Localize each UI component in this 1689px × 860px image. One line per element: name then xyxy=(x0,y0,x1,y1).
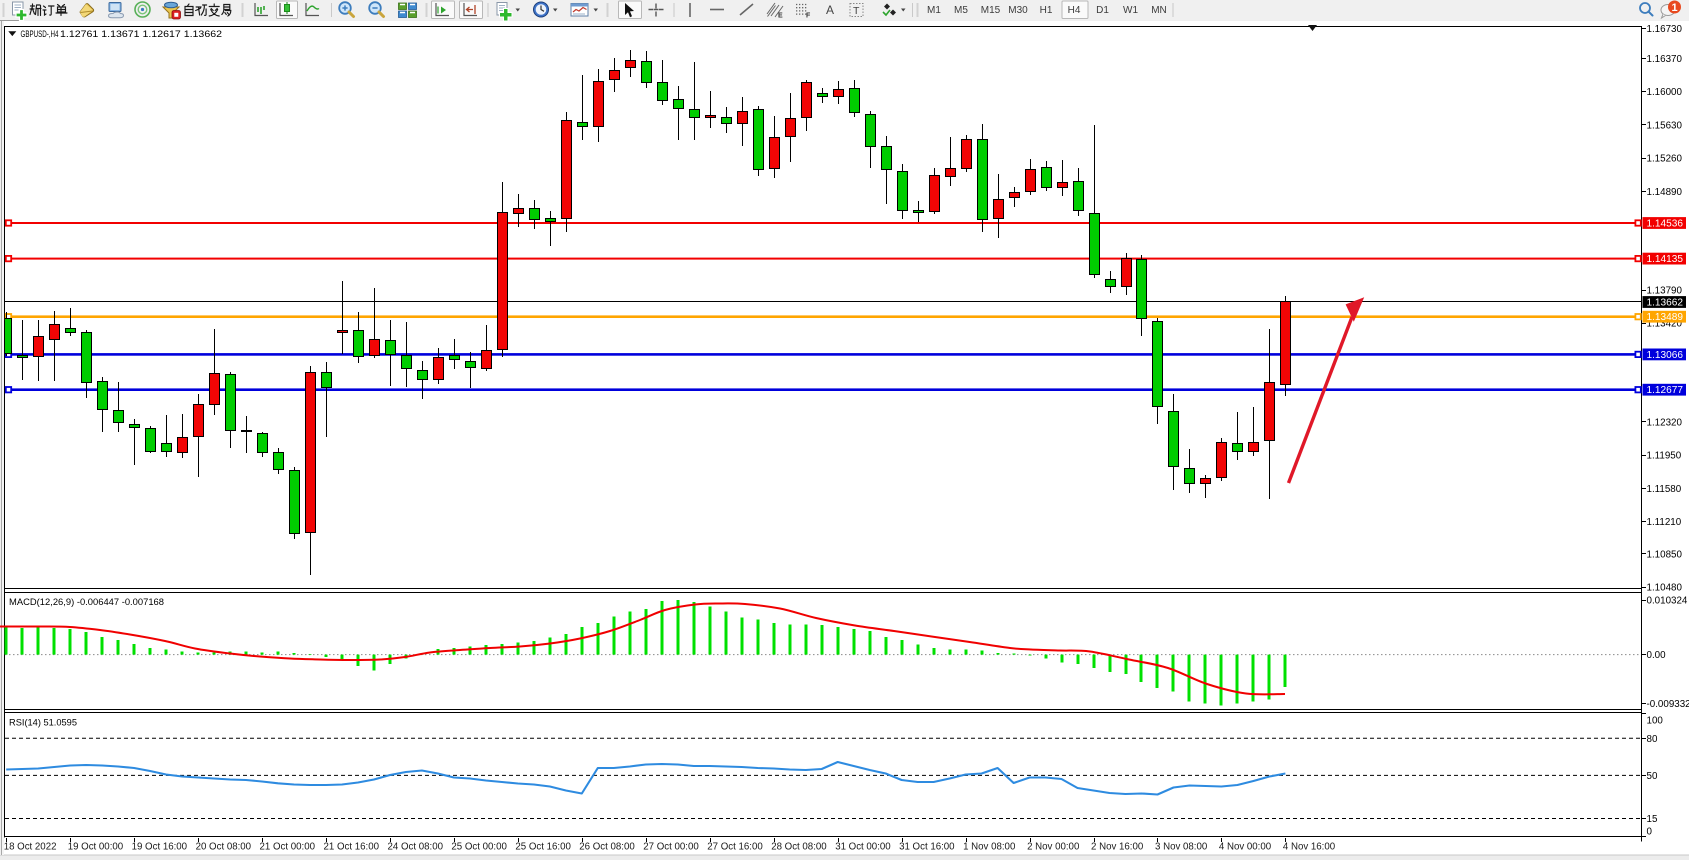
svg-text:1 Nov 08:00: 1 Nov 08:00 xyxy=(963,841,1016,852)
svg-text:0.010324: 0.010324 xyxy=(1647,596,1688,607)
svg-text:2 Nov 00:00: 2 Nov 00:00 xyxy=(1027,841,1080,852)
svg-text:H4: H4 xyxy=(1068,5,1081,16)
svg-text:3 Nov 08:00: 3 Nov 08:00 xyxy=(1155,841,1208,852)
svg-text:1.11210: 1.11210 xyxy=(1647,517,1682,528)
svg-text:1.13066: 1.13066 xyxy=(1647,350,1684,361)
svg-text:E: E xyxy=(778,13,783,20)
svg-text:MN: MN xyxy=(1151,5,1167,16)
svg-text:M5: M5 xyxy=(954,5,968,16)
svg-text:1.15630: 1.15630 xyxy=(1647,120,1683,131)
svg-text:1.13662: 1.13662 xyxy=(1647,298,1684,309)
svg-text:1.16000: 1.16000 xyxy=(1647,87,1683,98)
svg-text:1.13489: 1.13489 xyxy=(1647,312,1684,323)
svg-text:MACD(12,26,9) -0.006447 -0.007: MACD(12,26,9) -0.006447 -0.007168 xyxy=(9,597,164,608)
svg-text:1.11950: 1.11950 xyxy=(1647,451,1682,462)
svg-text:1.12761 1.13671 1.12617 1.1366: 1.12761 1.13671 1.12617 1.13662 xyxy=(60,29,222,40)
svg-text:1.14536: 1.14536 xyxy=(1647,219,1684,230)
svg-text:2 Nov 16:00: 2 Nov 16:00 xyxy=(1091,841,1144,852)
svg-text:25 Oct 00:00: 25 Oct 00:00 xyxy=(451,841,507,852)
svg-text:50: 50 xyxy=(1647,771,1658,782)
svg-text:21 Oct 00:00: 21 Oct 00:00 xyxy=(260,841,316,852)
svg-text:1.16730: 1.16730 xyxy=(1647,24,1683,35)
svg-text:1.13420: 1.13420 xyxy=(1647,319,1683,330)
svg-text:31 Oct 16:00: 31 Oct 16:00 xyxy=(899,841,955,852)
svg-text:1.12677: 1.12677 xyxy=(1647,385,1684,396)
svg-text:F: F xyxy=(806,13,811,20)
svg-text:4 Nov 16:00: 4 Nov 16:00 xyxy=(1283,841,1336,852)
svg-text:GBPUSD-,H4: GBPUSD-,H4 xyxy=(21,29,59,40)
svg-text:A: A xyxy=(826,3,834,17)
svg-text:M30: M30 xyxy=(1008,5,1028,16)
svg-text:27 Oct 16:00: 27 Oct 16:00 xyxy=(707,841,763,852)
svg-text:31 Oct 00:00: 31 Oct 00:00 xyxy=(835,841,891,852)
svg-text:26 Oct 08:00: 26 Oct 08:00 xyxy=(579,841,635,852)
svg-text:100: 100 xyxy=(1647,716,1664,727)
svg-text:4 Nov 00:00: 4 Nov 00:00 xyxy=(1219,841,1272,852)
svg-text:25 Oct 16:00: 25 Oct 16:00 xyxy=(515,841,571,852)
svg-text:1.10850: 1.10850 xyxy=(1647,549,1683,560)
svg-text:0.00: 0.00 xyxy=(1647,650,1667,661)
svg-text:19 Oct 00:00: 19 Oct 00:00 xyxy=(68,841,124,852)
svg-text:1.16370: 1.16370 xyxy=(1647,54,1683,65)
svg-text:28 Oct 08:00: 28 Oct 08:00 xyxy=(771,841,827,852)
svg-text:M15: M15 xyxy=(981,5,1001,16)
svg-text:21 Oct 16:00: 21 Oct 16:00 xyxy=(324,841,380,852)
svg-text:18 Oct 2022: 18 Oct 2022 xyxy=(4,841,57,852)
svg-text:24 Oct 08:00: 24 Oct 08:00 xyxy=(388,841,444,852)
svg-text:1.15260: 1.15260 xyxy=(1647,154,1683,165)
svg-text:15: 15 xyxy=(1647,814,1658,825)
svg-text:M1: M1 xyxy=(927,5,941,16)
svg-text:H1: H1 xyxy=(1040,5,1053,16)
svg-text:-0.009332: -0.009332 xyxy=(1647,699,1689,710)
svg-text:19 Oct 16:00: 19 Oct 16:00 xyxy=(132,841,188,852)
svg-text:1: 1 xyxy=(1671,2,1677,14)
svg-text:1.10480: 1.10480 xyxy=(1647,583,1683,594)
svg-text:T: T xyxy=(853,5,860,17)
svg-text:1.13790: 1.13790 xyxy=(1647,286,1683,297)
svg-text:20 Oct 08:00: 20 Oct 08:00 xyxy=(196,841,252,852)
svg-text:D1: D1 xyxy=(1096,5,1109,16)
svg-text:1.11580: 1.11580 xyxy=(1647,484,1682,495)
svg-text:W1: W1 xyxy=(1123,5,1138,16)
svg-text:1.12320: 1.12320 xyxy=(1647,418,1683,429)
svg-text:80: 80 xyxy=(1647,734,1658,745)
svg-text:0: 0 xyxy=(1647,826,1653,837)
svg-text:RSI(14) 51.0595: RSI(14) 51.0595 xyxy=(9,718,77,729)
svg-text:1.14135: 1.14135 xyxy=(1647,254,1684,265)
svg-text:27 Oct 00:00: 27 Oct 00:00 xyxy=(643,841,699,852)
svg-text:1.14890: 1.14890 xyxy=(1647,187,1683,198)
